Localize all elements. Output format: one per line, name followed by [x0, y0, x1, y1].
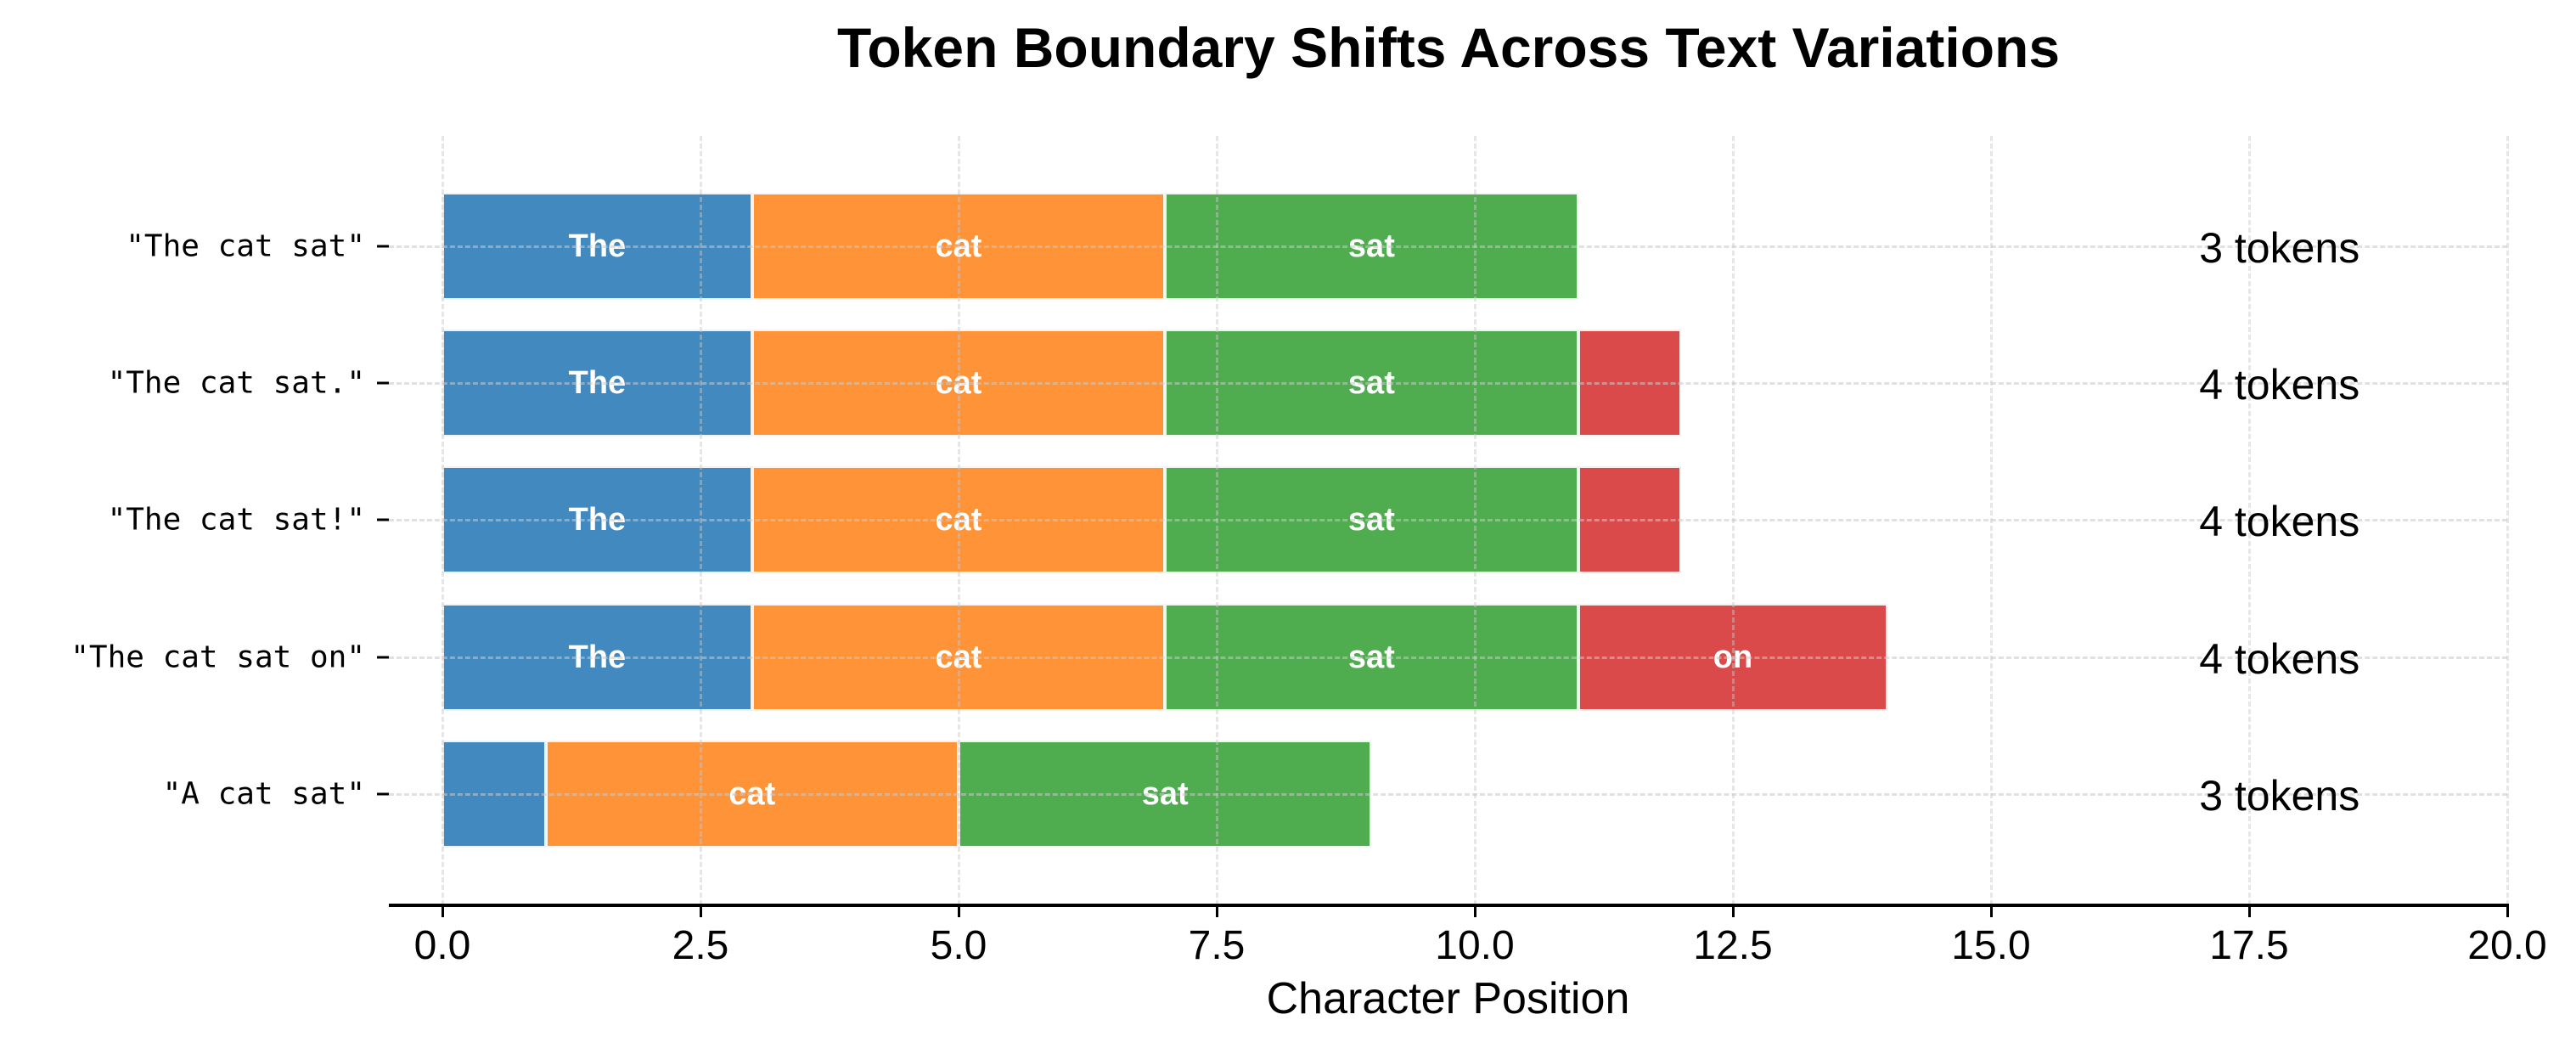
x-tick-mark: [1474, 905, 1476, 917]
x-axis-label: Character Position: [1266, 974, 1630, 1023]
x-tick-label: 5.0: [930, 923, 987, 968]
y-tick-mark: [377, 381, 389, 385]
token-count-annotation: 4 tokens: [2199, 635, 2360, 683]
x-tick-label: 12.5: [1693, 923, 1773, 968]
token-count-annotation: 4 tokens: [2199, 498, 2360, 545]
token-count-annotation: 3 tokens: [2199, 772, 2360, 820]
y-tick-mark: [377, 518, 389, 521]
chart-title: Token Boundary Shifts Across Text Variat…: [836, 16, 2061, 79]
x-tick-label: 2.5: [672, 923, 729, 968]
y-tick-mark: [377, 792, 389, 796]
x-tick-mark: [442, 905, 444, 917]
y-tick-label: "The cat sat on": [70, 640, 365, 675]
x-tick-mark: [958, 905, 960, 917]
x-tick-label: 20.0: [2467, 923, 2547, 968]
x-tick-label: 7.5: [1188, 923, 1246, 968]
x-tick-label: 10.0: [1435, 923, 1515, 968]
x-tick-label: 0.0: [413, 923, 471, 968]
x-axis-line: [389, 904, 2509, 907]
x-tick-label: 15.0: [1951, 923, 2031, 968]
x-tick-mark: [2248, 905, 2251, 917]
token-count-annotation: 4 tokens: [2199, 361, 2360, 408]
y-tick-label: "The cat sat.": [107, 365, 365, 401]
x-gridline: [2506, 136, 2509, 905]
y-gridline: [389, 793, 2507, 796]
y-gridline: [389, 656, 2507, 659]
x-tick-mark: [1216, 905, 1218, 917]
y-gridline: [389, 245, 2507, 248]
y-tick-mark: [377, 245, 389, 248]
y-tick-label: "A cat sat": [162, 776, 365, 812]
x-tick-mark: [1990, 905, 1993, 917]
x-tick-label: 17.5: [2209, 923, 2289, 968]
token-count-annotation: 3 tokens: [2199, 224, 2360, 272]
x-tick-mark: [1732, 905, 1735, 917]
y-gridline: [389, 519, 2507, 521]
y-tick-label: "The cat sat": [126, 228, 365, 264]
y-tick-mark: [377, 656, 389, 659]
y-gridline: [389, 382, 2507, 385]
x-tick-mark: [2506, 905, 2509, 917]
y-tick-label: "The cat sat!": [107, 502, 365, 538]
x-tick-mark: [700, 905, 702, 917]
